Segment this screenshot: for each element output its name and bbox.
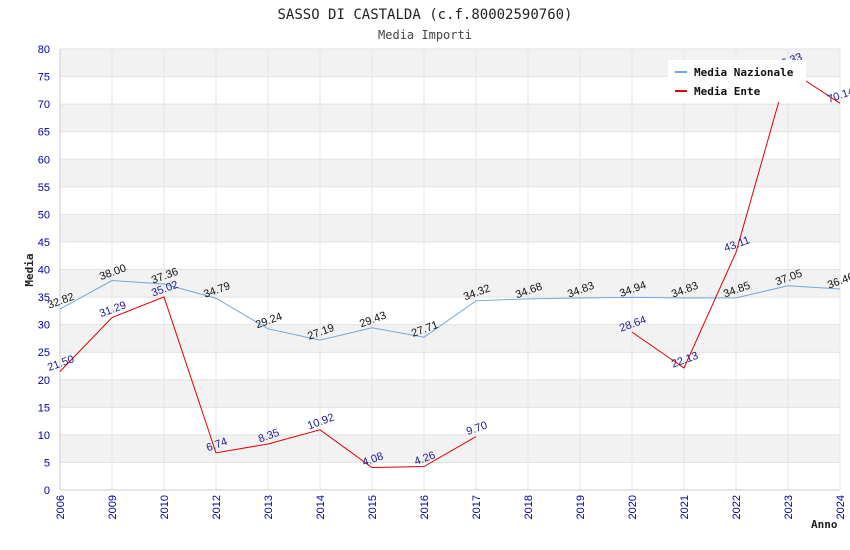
legend-label: Media Ente: [694, 85, 761, 98]
plot-band: [60, 352, 840, 380]
y-tick-label: 75: [38, 72, 50, 84]
y-tick-label: 65: [38, 127, 50, 139]
plot-band: [60, 186, 840, 215]
y-tick-label: 70: [38, 99, 50, 111]
plot-band: [60, 104, 840, 132]
y-tick-label: 55: [38, 182, 50, 194]
x-axis-ticks: 2006 2009 2010 2012 2013 2014 2015 2016 2017 2018…: [55, 495, 847, 519]
y-tick-label: 50: [38, 209, 50, 221]
x-tick-label: 2019: [575, 495, 587, 519]
y-tick-label: 0: [44, 485, 50, 497]
y-tick-label: 80: [38, 44, 50, 56]
y-axis-ticks: 0 5 10 15 20 25 30 35 40 45 50 55 60 65 70 75 80: [38, 44, 50, 497]
series-line: [59, 296, 477, 469]
x-tick-label: 2017: [471, 495, 483, 519]
legend-background: [668, 60, 806, 102]
legend-label: Media Nazionale: [694, 66, 794, 79]
y-tick-label: 30: [38, 320, 50, 332]
plot-band: [60, 297, 840, 325]
plot-background: [60, 49, 840, 490]
plot-band: [60, 241, 840, 270]
y-tick-label: 10: [38, 430, 50, 442]
plot-band: [60, 434, 840, 463]
plot-band: [60, 324, 840, 353]
x-tick-label: 2013: [263, 495, 275, 519]
plot-band: [60, 269, 840, 298]
chart-title: SASSO DI CASTALDA (c.f.80002590760): [277, 7, 572, 23]
plot-band: [60, 131, 840, 160]
chart-subtitle: Media Importi: [378, 28, 472, 42]
x-tick-label: 2023: [783, 495, 795, 519]
x-tick-label: 2014: [315, 495, 327, 519]
y-axis-label: Media: [23, 253, 36, 286]
y-tick-label: 15: [38, 402, 50, 414]
x-tick-label: 2024: [835, 495, 847, 519]
y-tick-label: 35: [38, 292, 50, 304]
x-tick-label: 2020: [627, 495, 639, 519]
x-tick-label: 2010: [159, 495, 171, 519]
x-axis-label: Anno: [811, 518, 838, 531]
plot-band: [60, 159, 840, 187]
y-tick-label: 25: [38, 347, 50, 359]
x-tick-label: 2022: [731, 495, 743, 519]
y-tick-label: 20: [38, 375, 50, 387]
plot-band: [60, 462, 840, 490]
y-tick-label: 45: [38, 237, 50, 249]
x-tick-label: 2015: [367, 495, 379, 519]
x-tick-label: 2006: [55, 495, 67, 519]
plot-band: [60, 407, 840, 435]
grid-lines: [59, 48, 841, 491]
x-tick-label: 2018: [523, 495, 535, 519]
y-tick-label: 5: [44, 457, 50, 469]
plot-band: [60, 214, 840, 242]
y-tick-label: 40: [38, 265, 50, 277]
plot-band: [60, 379, 840, 408]
x-tick-label: 2012: [211, 495, 223, 519]
x-tick-label: 2016: [419, 495, 431, 519]
x-tick-label: 2009: [107, 495, 119, 519]
y-tick-label: 60: [38, 154, 50, 166]
legend: Media Nazionale Media Ente: [668, 60, 806, 102]
x-tick-label: 2021: [679, 495, 691, 519]
series-line: [59, 280, 841, 341]
